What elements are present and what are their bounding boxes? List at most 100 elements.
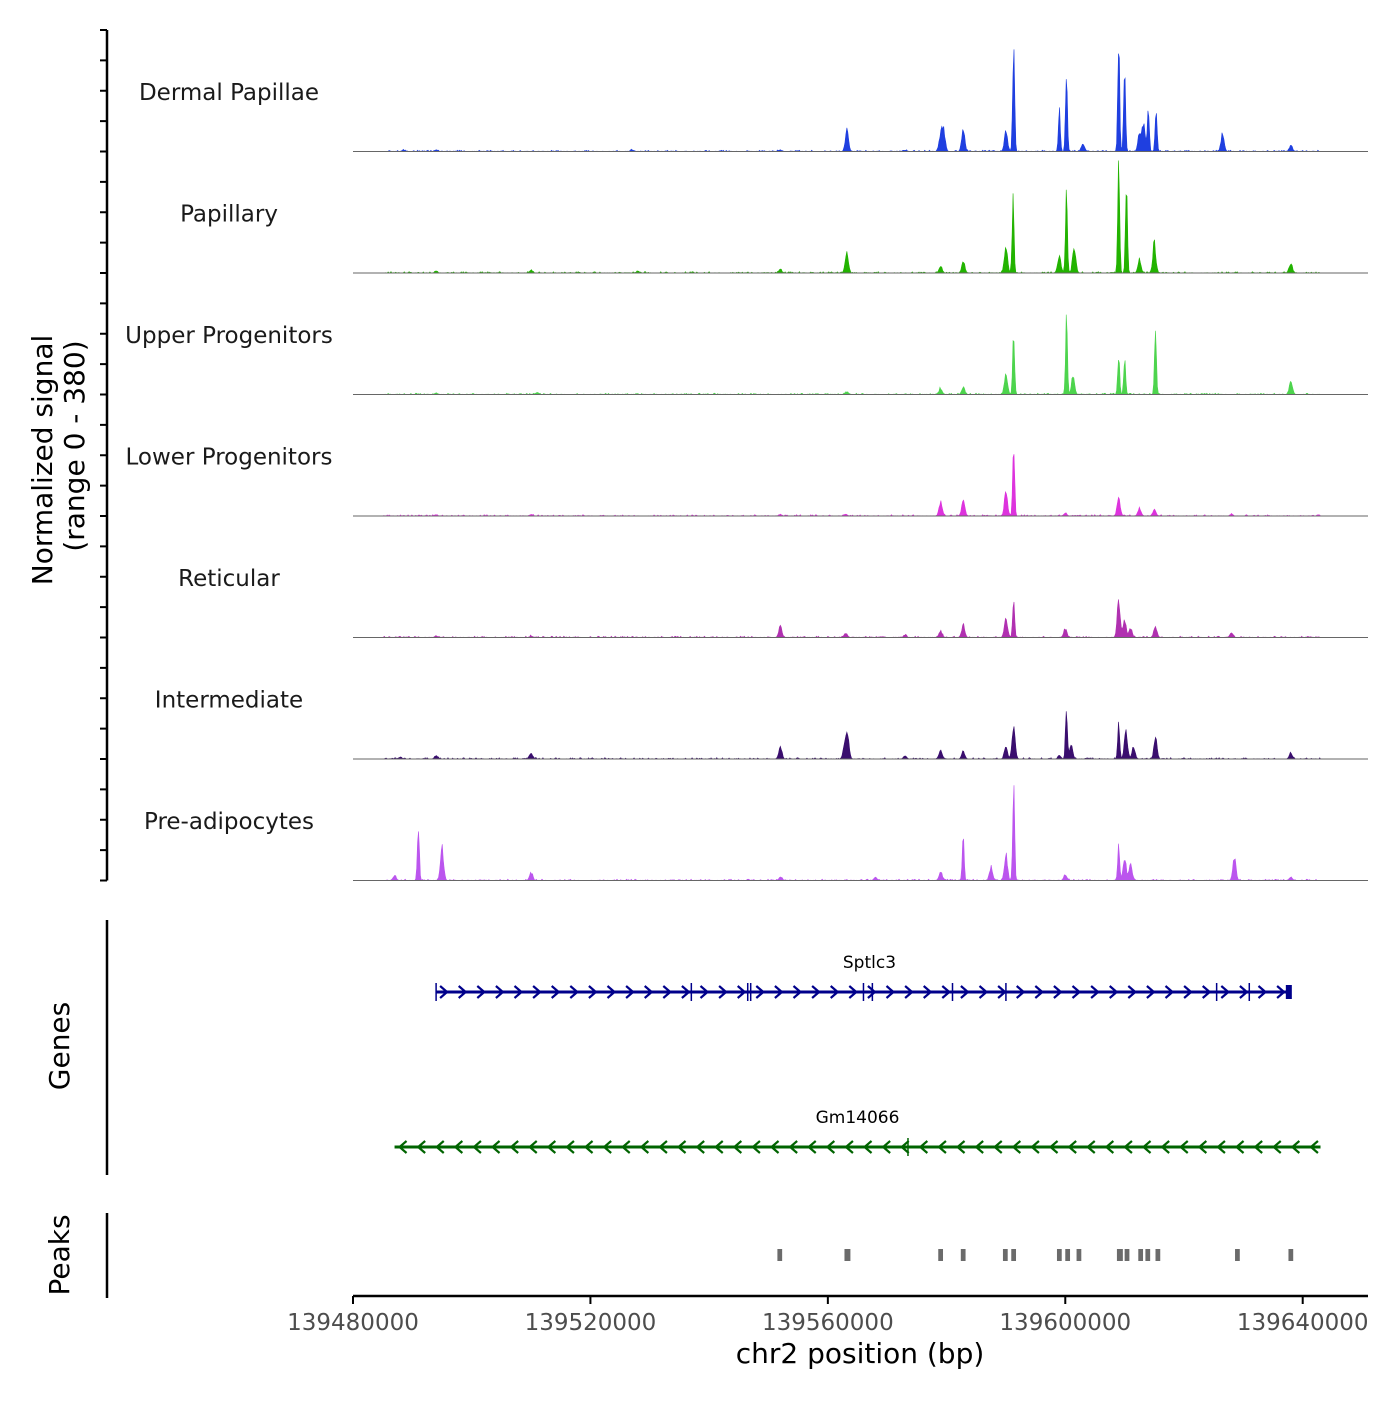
strand-arrow-icon xyxy=(1123,1140,1133,1154)
strand-arrow-icon xyxy=(844,1140,854,1154)
strand-arrow-icon xyxy=(997,985,1007,999)
strand-arrow-icon xyxy=(1104,1140,1115,1154)
peak-region xyxy=(960,1249,966,1261)
strand-arrow-icon xyxy=(1015,985,1026,999)
strand-arrow-icon xyxy=(788,1140,798,1154)
signal-tracks: Dermal Papillae Papillary Upper Progenitor… xyxy=(125,49,1368,882)
y-axis-title-line2: (range 0 - 380) xyxy=(58,340,91,551)
strand-arrow-icon xyxy=(736,985,747,999)
track-reticular: Reticular xyxy=(178,566,1368,638)
peak-region xyxy=(1235,1249,1240,1261)
strand-arrow-icon xyxy=(922,985,933,999)
peak-region xyxy=(1002,1249,1008,1261)
strand-arrow-icon xyxy=(1164,985,1175,999)
strand-arrow-icon xyxy=(1067,1140,1077,1154)
strand-arrow-icon xyxy=(435,1140,445,1154)
peak-region xyxy=(1011,1249,1017,1261)
strand-arrow-icon xyxy=(699,985,710,999)
y-axis-title: Normalized signal (range 0 - 380) xyxy=(26,335,91,586)
peaks-panel: Peaks xyxy=(43,1213,1294,1298)
peaks-panel-label: Peaks xyxy=(43,1214,76,1295)
strand-arrow-icon xyxy=(1276,985,1286,999)
strand-arrow-icon xyxy=(1290,1140,1301,1154)
track-label: Intermediate xyxy=(155,688,303,714)
strand-arrow-icon xyxy=(472,1140,482,1154)
peak-region xyxy=(1124,1249,1130,1261)
peak-region xyxy=(1065,1249,1071,1261)
gene-gm14066: Gm14066 xyxy=(394,1108,1321,1156)
strand-arrow-icon xyxy=(769,1140,780,1154)
x-axis-tick-label: 139600000 xyxy=(999,1310,1131,1336)
strand-arrow-icon xyxy=(1197,1140,1208,1154)
strand-arrow-icon xyxy=(1183,985,1193,999)
track-intermediate: Intermediate xyxy=(155,688,1368,760)
strand-arrow-icon xyxy=(937,1140,947,1154)
gene-end-block xyxy=(1285,985,1292,999)
strand-arrow-icon xyxy=(1127,985,1137,999)
strand-arrow-icon xyxy=(565,1140,575,1154)
track-label: Lower Progenitors xyxy=(126,445,333,471)
strand-arrow-icon xyxy=(1146,985,1156,999)
track-pre-adipocytes: Pre-adipocytes xyxy=(144,785,1368,882)
strand-arrow-icon xyxy=(918,1140,929,1154)
strand-arrow-icon xyxy=(862,1140,873,1154)
strand-arrow-icon xyxy=(658,1140,668,1154)
strand-arrow-icon xyxy=(546,1140,557,1154)
peak-region xyxy=(1145,1249,1151,1261)
strand-arrow-icon xyxy=(495,985,505,999)
strand-arrow-icon xyxy=(1053,985,1063,999)
signal-area xyxy=(353,49,1321,152)
x-axis-title: chr2 position (bp) xyxy=(736,1337,985,1370)
strand-arrow-icon xyxy=(978,985,989,999)
track-label: Pre-adipocytes xyxy=(144,809,314,835)
strand-arrow-icon xyxy=(941,985,951,999)
strand-arrow-icon xyxy=(695,1140,705,1154)
track-label: Papillary xyxy=(180,202,278,228)
signal-area xyxy=(353,314,1321,395)
strand-arrow-icon xyxy=(1141,1140,1152,1154)
peak-region xyxy=(1056,1249,1062,1261)
peak-region xyxy=(777,1249,783,1261)
gene-name: Gm14066 xyxy=(816,1108,900,1128)
strand-arrow-icon xyxy=(676,1140,687,1154)
track-papillary: Papillary xyxy=(180,160,1368,274)
strand-arrow-icon xyxy=(625,985,635,999)
strand-arrow-icon xyxy=(1179,1140,1189,1154)
strand-arrow-icon xyxy=(974,1140,984,1154)
strand-arrow-icon xyxy=(718,985,728,999)
strand-arrow-icon xyxy=(714,1140,724,1154)
peak-region xyxy=(1076,1249,1082,1261)
strand-arrow-icon xyxy=(643,985,654,999)
track-label: Upper Progenitors xyxy=(125,323,333,349)
strand-arrow-icon xyxy=(755,985,765,999)
signal-area xyxy=(353,711,1322,760)
x-axis-tick-label: 139560000 xyxy=(762,1310,894,1336)
strand-arrow-icon xyxy=(1011,1140,1022,1154)
strand-arrow-icon xyxy=(513,985,524,999)
gene-name: Sptlc3 xyxy=(843,953,896,973)
peak-region xyxy=(1155,1249,1161,1261)
strand-arrow-icon xyxy=(1272,1140,1282,1154)
strand-arrow-icon xyxy=(885,985,896,999)
strand-arrow-icon xyxy=(639,1140,650,1154)
peak-region xyxy=(938,1249,944,1261)
strand-arrow-icon xyxy=(453,1140,464,1154)
strand-arrow-icon xyxy=(1034,985,1044,999)
signal-area xyxy=(353,454,1322,517)
track-label: Dermal Papillae xyxy=(139,80,319,106)
strand-arrow-icon xyxy=(900,1140,910,1154)
strand-arrow-icon xyxy=(681,985,691,999)
strand-arrow-icon xyxy=(1309,1140,1319,1154)
strand-arrow-icon xyxy=(732,1140,743,1154)
strand-arrow-icon xyxy=(416,1140,426,1154)
strand-arrow-icon xyxy=(807,1140,817,1154)
peak-region xyxy=(1138,1249,1144,1261)
track-upper-progenitors: Upper Progenitors xyxy=(125,314,1368,395)
genes-panel-label: Genes xyxy=(43,1002,76,1090)
strand-arrow-icon xyxy=(397,1140,408,1154)
y-axis-title-line1: Normalized signal xyxy=(26,335,59,586)
strand-arrow-icon xyxy=(457,985,468,999)
strand-arrow-icon xyxy=(960,985,970,999)
strand-arrow-icon xyxy=(1239,985,1249,999)
